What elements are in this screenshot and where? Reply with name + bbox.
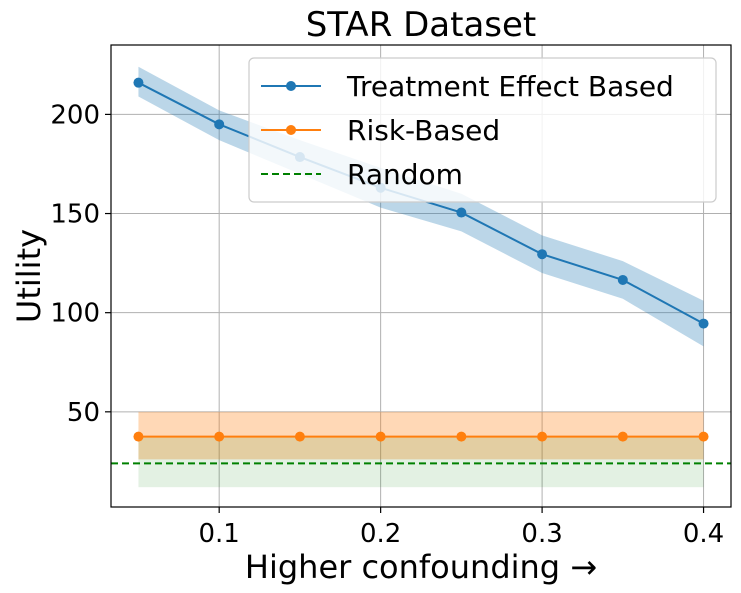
legend-label-random: Random — [347, 158, 463, 191]
treatment-effect-based-point — [537, 249, 548, 260]
treatment-effect-based-point — [214, 119, 225, 130]
risk-based-point — [214, 431, 225, 442]
x-axis-title: Higher confounding → — [245, 548, 597, 586]
legend-label-risk-based: Risk-Based — [347, 114, 500, 147]
legend-box — [248, 57, 717, 203]
risk-based-point — [617, 431, 628, 442]
treatment-effect-based-point — [698, 318, 709, 329]
legend-marker-risk-based — [286, 125, 296, 135]
treatment-effect-based-point — [617, 274, 628, 285]
treatment-effect-based-point — [133, 77, 144, 88]
legend: Treatment Effect Based Risk-Based Random — [248, 57, 717, 203]
treatment-effect-based-point — [456, 207, 467, 218]
legend-marker-treatment-effect-based — [286, 81, 296, 91]
y-tick-label: 200 — [50, 100, 100, 130]
x-tick-label: 0.2 — [360, 519, 401, 549]
risk-based-point — [133, 431, 144, 442]
risk-based-point — [375, 431, 386, 442]
risk-based-point — [698, 431, 709, 442]
risk-based-point — [456, 431, 467, 442]
chart-title: STAR Dataset — [306, 5, 537, 45]
plot-frame — [110, 44, 732, 508]
y-tick-label: 50 — [67, 398, 100, 428]
legend-label-treatment-effect-based: Treatment Effect Based — [346, 70, 674, 103]
x-tick-label: 0.4 — [683, 519, 724, 549]
x-tick-label: 0.1 — [198, 519, 239, 549]
risk-based-point — [537, 431, 548, 442]
risk-based-point — [294, 431, 305, 442]
y-tick-label: 100 — [50, 299, 100, 329]
y-tick-label: 150 — [50, 200, 100, 230]
y-axis-title: Utility — [10, 229, 48, 323]
x-tick-label: 0.3 — [521, 519, 562, 549]
axis-ticks: 0.1 0.2 0.3 0.4 50 100 150 200 — [50, 100, 724, 549]
